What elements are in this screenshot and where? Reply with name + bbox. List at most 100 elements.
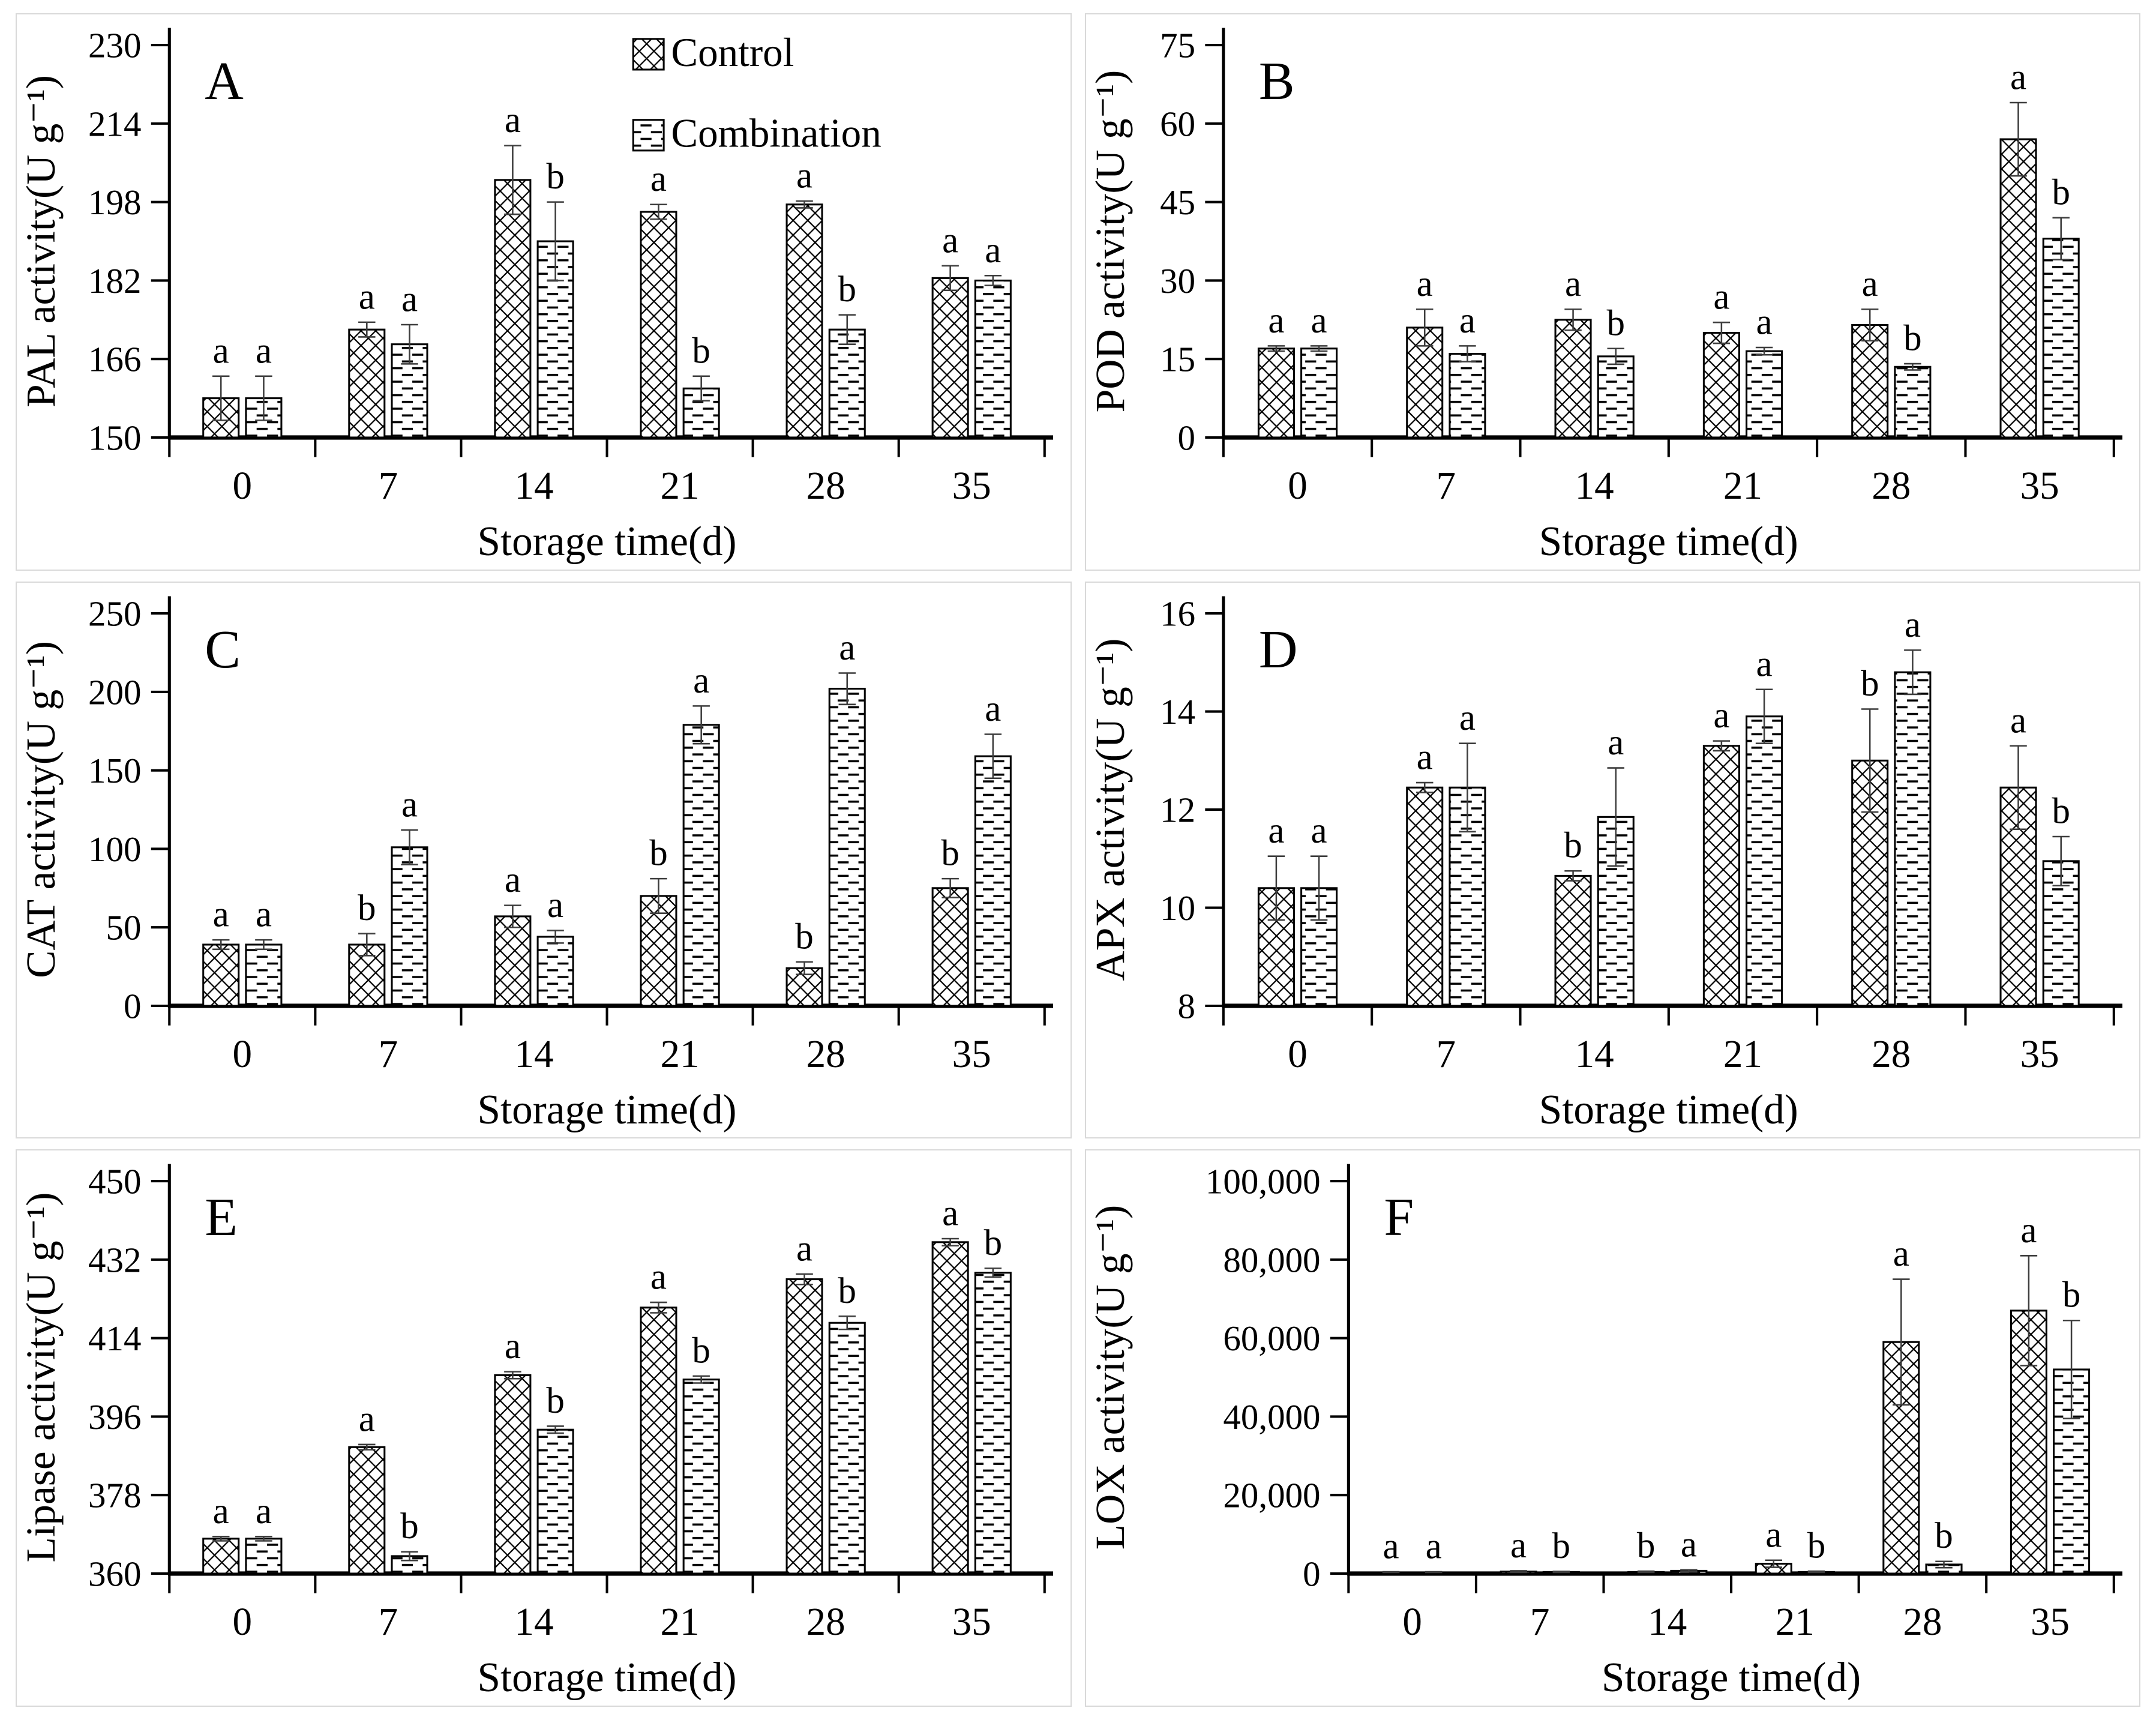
y-tick-label: 75 [1160,25,1195,65]
significance-letter: a [505,100,521,140]
panel-letter: E [205,1188,238,1247]
significance-letter: a [1713,695,1729,736]
bar-combination-day-35 [2042,859,2080,1007]
x-tick-label: 35 [952,1601,991,1644]
y-tick-label: 166 [88,340,141,379]
significance-letter: a [359,1399,375,1440]
significance-letter: a [1861,263,1878,304]
y-tick-label: 50 [106,907,142,947]
significance-letter: b [941,832,959,873]
y-tick-label: 150 [88,418,141,457]
significance-letter: a [1459,300,1475,341]
significance-letter: a [942,220,958,260]
bar-control-day-7 [348,328,386,439]
x-tick-label: 28 [806,1601,845,1644]
x-tick-label: 0 [1402,1601,1422,1644]
y-tick-label: 60 [1160,104,1195,143]
y-tick-label: 12 [1160,790,1195,829]
panel-F: 0 20,000 40,000 60,000 80,000 100,000 0 a a 7 a b 14… [1084,1149,2140,1707]
significance-letter: b [1606,302,1625,343]
significance-letter: b [546,1380,565,1421]
bar-control-day-0 [202,943,240,1007]
bar-control-day-28 [785,203,823,439]
significance-letter: b [1935,1515,1953,1556]
significance-letter: b [358,888,376,928]
x-tick-label: 7 [1436,1033,1456,1076]
x-tick-label: 28 [806,1033,845,1076]
x-tick-label: 21 [1775,1601,1814,1644]
bar-combination-day-28 [1893,671,1931,1007]
x-tick-label: 35 [2020,1033,2059,1076]
significance-letter: a [1713,277,1729,317]
y-tick-label: 15 [1160,340,1195,379]
y-tick-label: 100 [88,829,141,868]
x-tick-label: 21 [1723,1033,1762,1076]
y-tick-label: 45 [1160,182,1195,222]
x-tick-label: 0 [233,465,253,508]
significance-letter: a [1608,722,1624,763]
significance-letter: a [401,784,418,825]
x-axis-title: Storage time(d) [1539,518,1798,564]
x-axis-title: Storage time(d) [1539,1086,1798,1132]
significance-letter: a [547,885,563,925]
panel-A: 150 166 182 198 214 230 0 a a 7 a a 14 a b 21 a b 28 a b 35 a a… [16,13,1072,571]
x-tick-label: 14 [514,465,553,508]
legend-swatch-combination-icon [632,119,665,152]
significance-letter: b [984,1222,1003,1263]
y-tick-label: 198 [88,182,141,222]
bar-combination-day-28 [828,1322,866,1575]
y-axis-title: APX activity(U g⁻¹) [1087,638,1133,981]
y-tick-label: 14 [1160,692,1195,732]
significance-letter: a [213,894,229,934]
significance-letter: b [692,1331,710,1371]
y-axis-title: Lipase activity(U g⁻¹) [17,1192,64,1563]
y-tick-label: 10 [1160,888,1195,927]
significance-letter: a [1765,1514,1782,1555]
significance-letter: b [1903,317,1922,358]
bar-combination-day-28 [1893,365,1931,439]
x-tick-label: 35 [952,1033,991,1076]
panel-D: 8 10 12 14 16 0 a a 7 a a 14 b a 21 a a 28 b a 35 a b Storage t… [1084,581,2140,1139]
bar-control-day-28 [1851,324,1888,439]
bar-combination-day-7 [1448,352,1486,439]
y-tick-label: 200 [88,672,141,712]
panel-C: 0 50 100 150 200 250 0 a a 7 b a 14 a a 21 b a 28 b a 35 b a Sto… [16,581,1072,1139]
significance-letter: a [796,155,812,196]
significance-letter: a [401,278,418,319]
significance-letter: b [546,156,565,197]
significance-letter: a [1565,263,1581,304]
significance-letter: a [1510,1525,1527,1566]
significance-letter: a [1416,736,1432,777]
significance-letter: a [1893,1233,1909,1274]
significance-letter: b [795,916,814,957]
panel-letter: C [205,619,241,679]
bar-control-day-35 [931,886,969,1007]
x-axis-title: Storage time(d) [477,1086,736,1132]
panel-letter: F [1384,1188,1414,1247]
significance-letter: a [796,1228,812,1269]
x-tick-label: 28 [1903,1601,1942,1644]
x-tick-label: 21 [661,1033,700,1076]
x-tick-label: 35 [952,465,991,508]
y-tick-label: 100,000 [1205,1162,1320,1201]
y-tick-label: 60,000 [1223,1319,1320,1358]
bar-combination-day-35 [2042,238,2080,439]
legend-swatch-control-icon [632,38,665,71]
significance-letter: a [1383,1526,1399,1567]
bar-control-day-21 [1702,332,1740,439]
panel-E: 360 378 396 414 432 450 0 a a 7 a b 14 a b 21 a b 28 a b 35 a b… [16,1149,1072,1707]
bar-control-day-7 [1405,786,1443,1007]
significance-letter: a [650,1257,667,1298]
significance-letter: b [649,832,668,873]
x-tick-label: 0 [233,1601,253,1644]
y-tick-label: 250 [88,594,141,633]
x-tick-label: 0 [1288,1033,1308,1076]
x-tick-label: 21 [661,465,700,508]
bar-control-day-35 [931,1241,969,1575]
legend-label-control: Control [671,30,794,75]
y-tick-label: 182 [88,261,141,301]
bar-combination-day-21 [682,1379,720,1575]
significance-letter: a [942,1193,958,1234]
